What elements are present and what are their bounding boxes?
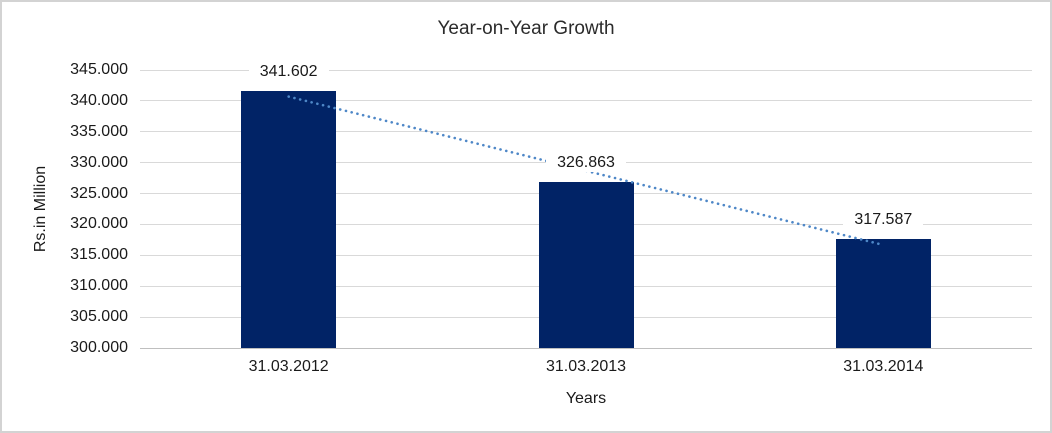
chart-title: Year-on-Year Growth bbox=[437, 18, 615, 39]
y-tick-label: 305.000 bbox=[70, 308, 128, 326]
y-tick-label: 345.000 bbox=[70, 61, 128, 78]
x-tick-label: 31.03.2012 bbox=[248, 358, 329, 375]
y-axis-title: Rs.in Million bbox=[32, 165, 49, 253]
bar-value-label: 341.602 bbox=[248, 61, 329, 81]
x-axis-line bbox=[140, 347, 1032, 349]
x-tick-label: 31.03.2014 bbox=[843, 358, 924, 375]
y-tick-label: 320.000 bbox=[70, 215, 128, 233]
x-axis-title: Years bbox=[565, 390, 607, 407]
bar-31.03.2014 bbox=[835, 239, 931, 348]
y-tick-label: 325.000 bbox=[70, 184, 128, 202]
gridline bbox=[140, 69, 1032, 71]
bar-value-label: 326.863 bbox=[546, 153, 626, 173]
y-tick-label: 310.000 bbox=[70, 277, 128, 295]
bar-31.03.2012 bbox=[241, 90, 337, 348]
y-tick-label: 335.000 bbox=[70, 122, 128, 140]
bar-value-label: 317.587 bbox=[843, 210, 924, 230]
y-tick-label: 315.000 bbox=[70, 246, 128, 264]
x-tick-label: 31.03.2013 bbox=[545, 358, 627, 375]
y-tick-label: 330.000 bbox=[70, 153, 128, 171]
y-tick-label: 300.000 bbox=[70, 339, 128, 356]
bar-31.03.2013 bbox=[538, 182, 634, 348]
y-tick-label: 340.000 bbox=[70, 91, 128, 109]
